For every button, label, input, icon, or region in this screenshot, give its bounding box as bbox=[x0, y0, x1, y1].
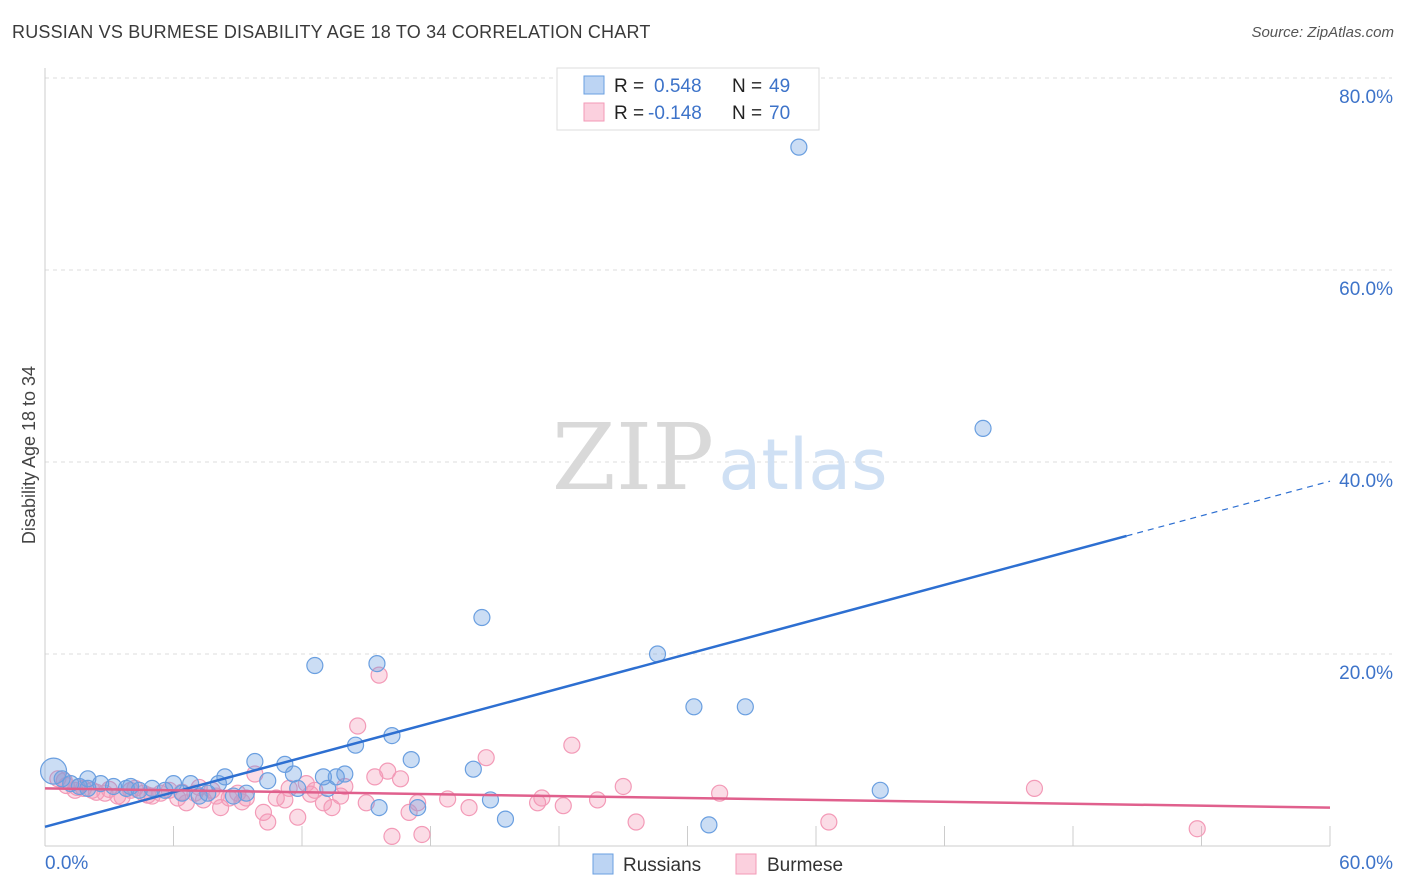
burmese-point bbox=[391, 770, 410, 788]
russian-point bbox=[871, 781, 889, 799]
russian-point bbox=[473, 608, 491, 627]
russian-point bbox=[284, 765, 303, 783]
y-tick-label: 80.0% bbox=[1339, 87, 1393, 108]
legend-russians-n-label: N = bbox=[732, 76, 762, 97]
russian-point bbox=[736, 698, 754, 716]
burmese-trend-line bbox=[44, 787, 1331, 809]
russian-point bbox=[199, 784, 217, 802]
burmese-point bbox=[820, 813, 838, 831]
burmese-point bbox=[1025, 779, 1044, 798]
legend-top: R = 0.548 N = 49 R = -0.148 N = 70 bbox=[556, 67, 820, 131]
x-tick-label-min: 0.0% bbox=[45, 853, 88, 874]
burmese-point bbox=[383, 827, 401, 846]
watermark: ZIP atlas bbox=[552, 404, 888, 511]
burmese-point bbox=[379, 762, 397, 780]
legend-burmese-r-value: -0.148 bbox=[648, 103, 702, 124]
legend-russians-swatch bbox=[583, 75, 605, 95]
russians-trend-line bbox=[44, 534, 1127, 829]
burmese-point bbox=[614, 777, 632, 796]
y-tick-label: 20.0% bbox=[1339, 663, 1393, 684]
russians-trend-extension bbox=[1126, 480, 1331, 537]
legend-burmese-n-value: 70 bbox=[769, 103, 790, 124]
burmese-series bbox=[49, 666, 1206, 846]
legend-bottom-russians-swatch bbox=[592, 853, 614, 875]
burmese-point bbox=[1188, 820, 1206, 838]
legend-burmese-swatch bbox=[583, 102, 605, 122]
burmese-point bbox=[554, 797, 572, 815]
legend-burmese-r-label: R = bbox=[614, 103, 644, 124]
grid-lines bbox=[45, 77, 1392, 655]
legend-bottom-burmese-label: Burmese bbox=[767, 855, 843, 876]
russian-point bbox=[143, 779, 161, 798]
russian-point bbox=[79, 770, 97, 788]
burmese-point bbox=[460, 798, 478, 817]
legend-burmese-n-label: N = bbox=[732, 103, 762, 124]
russian-point bbox=[237, 784, 255, 802]
russian-point bbox=[53, 770, 71, 788]
russian-point bbox=[685, 698, 703, 716]
russian-point bbox=[368, 654, 386, 673]
burmese-point bbox=[49, 770, 67, 788]
legend-bottom-russians-label: Russians bbox=[623, 855, 701, 876]
russian-point bbox=[464, 760, 482, 778]
russian-point bbox=[700, 816, 718, 834]
burmese-point bbox=[477, 749, 495, 767]
chart-title: RUSSIAN VS BURMESE DISABILITY AGE 18 TO … bbox=[12, 22, 651, 42]
russian-point bbox=[402, 750, 420, 769]
legend-russians-r-value: 0.548 bbox=[654, 76, 702, 97]
source-credit: Source: ZipAtlas.com bbox=[1251, 24, 1394, 41]
russian-point bbox=[92, 774, 110, 793]
russian-point bbox=[409, 798, 427, 817]
burmese-point bbox=[533, 789, 551, 807]
trend-lines bbox=[44, 480, 1331, 829]
legend-bottom-burmese-swatch bbox=[735, 853, 757, 875]
y-axis-label: Disability Age 18 to 34 bbox=[19, 366, 39, 544]
burmese-point bbox=[357, 794, 375, 812]
burmese-point bbox=[588, 791, 607, 809]
burmese-point bbox=[413, 825, 431, 844]
burmese-point bbox=[259, 813, 277, 831]
russian-point bbox=[39, 757, 68, 785]
russian-point bbox=[496, 810, 515, 828]
burmese-point bbox=[323, 798, 341, 817]
axes bbox=[44, 68, 1331, 847]
russian-point bbox=[259, 772, 277, 790]
russian-point bbox=[319, 779, 337, 798]
legend-russians-r-label: R = bbox=[614, 76, 644, 97]
russian-point bbox=[336, 765, 354, 783]
burmese-point bbox=[400, 803, 418, 822]
russian-point bbox=[289, 779, 307, 798]
tick-labels: 20.0% 40.0% 60.0% 80.0% 0.0% 60.0% bbox=[45, 87, 1393, 874]
watermark-atlas: atlas bbox=[718, 424, 887, 506]
y-tick-label: 60.0% bbox=[1339, 279, 1393, 300]
burmese-point bbox=[254, 803, 273, 822]
russian-point bbox=[974, 419, 992, 437]
burmese-point bbox=[563, 736, 581, 754]
legend-bottom: Russians Burmese bbox=[592, 853, 843, 876]
burmese-point bbox=[627, 813, 645, 831]
burmese-point bbox=[349, 717, 367, 735]
burmese-point bbox=[336, 777, 354, 796]
watermark-zip: ZIP bbox=[552, 404, 714, 511]
russian-point bbox=[246, 752, 264, 771]
russian-point bbox=[122, 777, 140, 796]
burmese-point bbox=[233, 793, 251, 811]
legend-russians-n-value: 49 bbox=[769, 76, 790, 97]
russian-point bbox=[370, 798, 388, 817]
x-tick-label-max: 60.0% bbox=[1339, 853, 1393, 874]
burmese-point bbox=[289, 808, 307, 826]
y-tick-label: 40.0% bbox=[1339, 471, 1393, 492]
russian-point bbox=[306, 656, 324, 675]
russian-point bbox=[790, 138, 808, 156]
